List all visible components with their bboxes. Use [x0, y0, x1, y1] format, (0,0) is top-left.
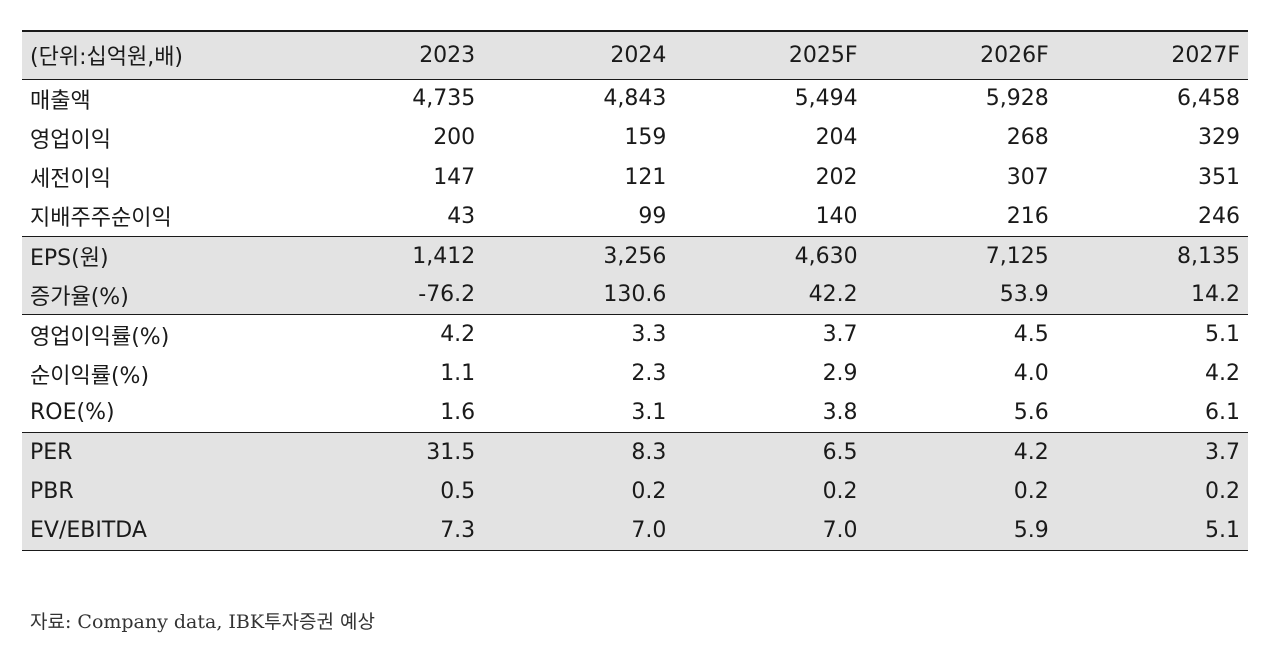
table-row-eps: EPS(원) 1,412 3,256 4,630 7,125 8,135	[22, 236, 1248, 276]
row-label: 세전이익	[30, 167, 111, 193]
table-body: 매출액 4,735 4,843 5,494 5,928 6,458 영업이익 2…	[22, 79, 1248, 551]
row-label: 순이익률(%)	[30, 363, 150, 389]
table-cell: 8,135	[1177, 243, 1240, 269]
table-cell: 99	[638, 203, 667, 229]
header-unit-label: (단위:십억원,배)	[30, 45, 184, 71]
table-cell: 6,458	[1177, 86, 1240, 112]
table-cell: 1.6	[440, 400, 476, 426]
table-row-pretax-profit: 세전이익 147 121 202 307 351	[22, 158, 1248, 197]
table-cell: 0.2	[631, 479, 667, 505]
table-cell: 43	[447, 203, 476, 229]
table-cell: 200	[433, 125, 476, 151]
table-cell: 2.9	[822, 361, 858, 387]
table-cell: 4,843	[603, 86, 667, 112]
table-row-operating-profit: 영업이익 200 159 204 268 329	[22, 118, 1248, 157]
header-year-2023: 2023	[419, 42, 476, 68]
table-cell: 140	[815, 203, 858, 229]
table-cell: 3,256	[603, 243, 667, 269]
table-cell: 4.5	[1013, 322, 1049, 348]
table-cell: 6.5	[822, 440, 858, 466]
table-cell: 329	[1198, 125, 1240, 151]
table-cell: 7,125	[985, 243, 1049, 269]
table-row-operating-margin: 영업이익률(%) 4.2 3.3 3.7 4.5 5.1	[22, 314, 1248, 354]
row-label: ROE(%)	[30, 400, 115, 426]
table-cell: 4.2	[440, 322, 476, 348]
table-cell: 3.7	[822, 322, 858, 348]
table-row-net-margin: 순이익률(%) 1.1 2.3 2.9 4.0 4.2	[22, 354, 1248, 393]
table-cell: 1.1	[440, 361, 476, 387]
header-year-2027f: 2027F	[1171, 42, 1240, 68]
header-year-2024: 2024	[610, 42, 667, 68]
table-cell: 7.3	[440, 518, 476, 544]
table-cell: 0.2	[1205, 479, 1240, 505]
row-label: 매출액	[30, 88, 91, 114]
table-cell: 8.3	[631, 440, 667, 466]
source-note: 자료: Company data, IBK투자증권 예상	[30, 611, 376, 633]
table-cell: 4.2	[1205, 361, 1240, 387]
table-cell: 31.5	[426, 440, 476, 466]
table-cell: 3.8	[822, 400, 858, 426]
table-cell: 14.2	[1191, 282, 1240, 308]
table-cell: 6.1	[1205, 400, 1240, 426]
header-year-2025f: 2025F	[788, 42, 858, 68]
table-cell: 159	[624, 125, 667, 151]
table-row-net-income-controlling: 지배주주순이익 43 99 140 216 246	[22, 197, 1248, 236]
table-cell: 5.1	[1205, 518, 1240, 544]
row-label: 지배주주순이익	[30, 206, 172, 232]
table-cell: 53.9	[999, 282, 1049, 308]
table-cell: 4,630	[794, 243, 858, 269]
table-cell: 42.2	[808, 282, 858, 308]
table-cell: 0.2	[822, 479, 858, 505]
row-label: PER	[30, 440, 73, 466]
table-cell: 268	[1006, 125, 1049, 151]
table-cell: 351	[1198, 164, 1240, 190]
row-label: 증가율(%)	[30, 284, 129, 310]
table-cell: 7.0	[822, 518, 858, 544]
row-label: EV/EBITDA	[30, 518, 147, 544]
table-cell: 1,412	[412, 243, 476, 269]
table-row-revenue: 매출액 4,735 4,843 5,494 5,928 6,458	[22, 79, 1248, 118]
table-cell: 5.6	[1013, 400, 1049, 426]
table-cell: 307	[1006, 164, 1049, 190]
table-cell: 7.0	[631, 518, 667, 544]
table-cell: 5.1	[1205, 322, 1240, 348]
table-cell: 5,494	[794, 86, 858, 112]
table-header-row: (단위:십억원,배) 2023 2024 2025F 2026F 2027F	[22, 31, 1248, 79]
table-cell: 4,735	[412, 86, 476, 112]
table-cell: 216	[1006, 203, 1049, 229]
table-cell: 130.6	[603, 282, 667, 308]
table-cell: 4.0	[1013, 361, 1049, 387]
table-cell: 121	[624, 164, 667, 190]
table-cell: 3.7	[1205, 440, 1240, 466]
row-label: EPS(원)	[30, 246, 109, 272]
table-cell: -76.2	[418, 282, 476, 308]
table-cell: 2.3	[631, 361, 667, 387]
table-cell: 246	[1198, 203, 1240, 229]
table-cell: 3.1	[631, 400, 667, 426]
table-cell: 0.5	[440, 479, 476, 505]
table-cell: 5,928	[985, 86, 1049, 112]
table-cell: 0.2	[1013, 479, 1049, 505]
table-row-eps-growth: 증가율(%) -76.2 130.6 42.2 53.9 14.2	[22, 275, 1248, 315]
financial-summary-table-container: (단위:십억원,배) 2023 2024 2025F 2026F 2027F 매…	[22, 30, 1248, 551]
financial-summary-table: (단위:십억원,배) 2023 2024 2025F 2026F 2027F 매…	[22, 30, 1248, 551]
table-cell: 204	[815, 125, 858, 151]
table-cell: 5.9	[1013, 518, 1049, 544]
table-cell: 4.2	[1013, 440, 1049, 466]
table-cell: 3.3	[631, 322, 667, 348]
table-row-ev-ebitda: EV/EBITDA 7.3 7.0 7.0 5.9 5.1	[22, 511, 1248, 551]
row-label: 영업이익	[30, 127, 111, 153]
table-cell: 202	[815, 164, 858, 190]
row-label: PBR	[30, 479, 74, 505]
table-row-roe: ROE(%) 1.6 3.1 3.8 5.6 6.1	[22, 393, 1248, 432]
table-row-pbr: PBR 0.5 0.2 0.2 0.2 0.2	[22, 471, 1248, 512]
row-label: 영업이익률(%)	[30, 324, 170, 350]
table-row-per: PER 31.5 8.3 6.5 4.2 3.7	[22, 432, 1248, 472]
header-year-2026f: 2026F	[980, 42, 1049, 68]
table-cell: 147	[433, 164, 476, 190]
